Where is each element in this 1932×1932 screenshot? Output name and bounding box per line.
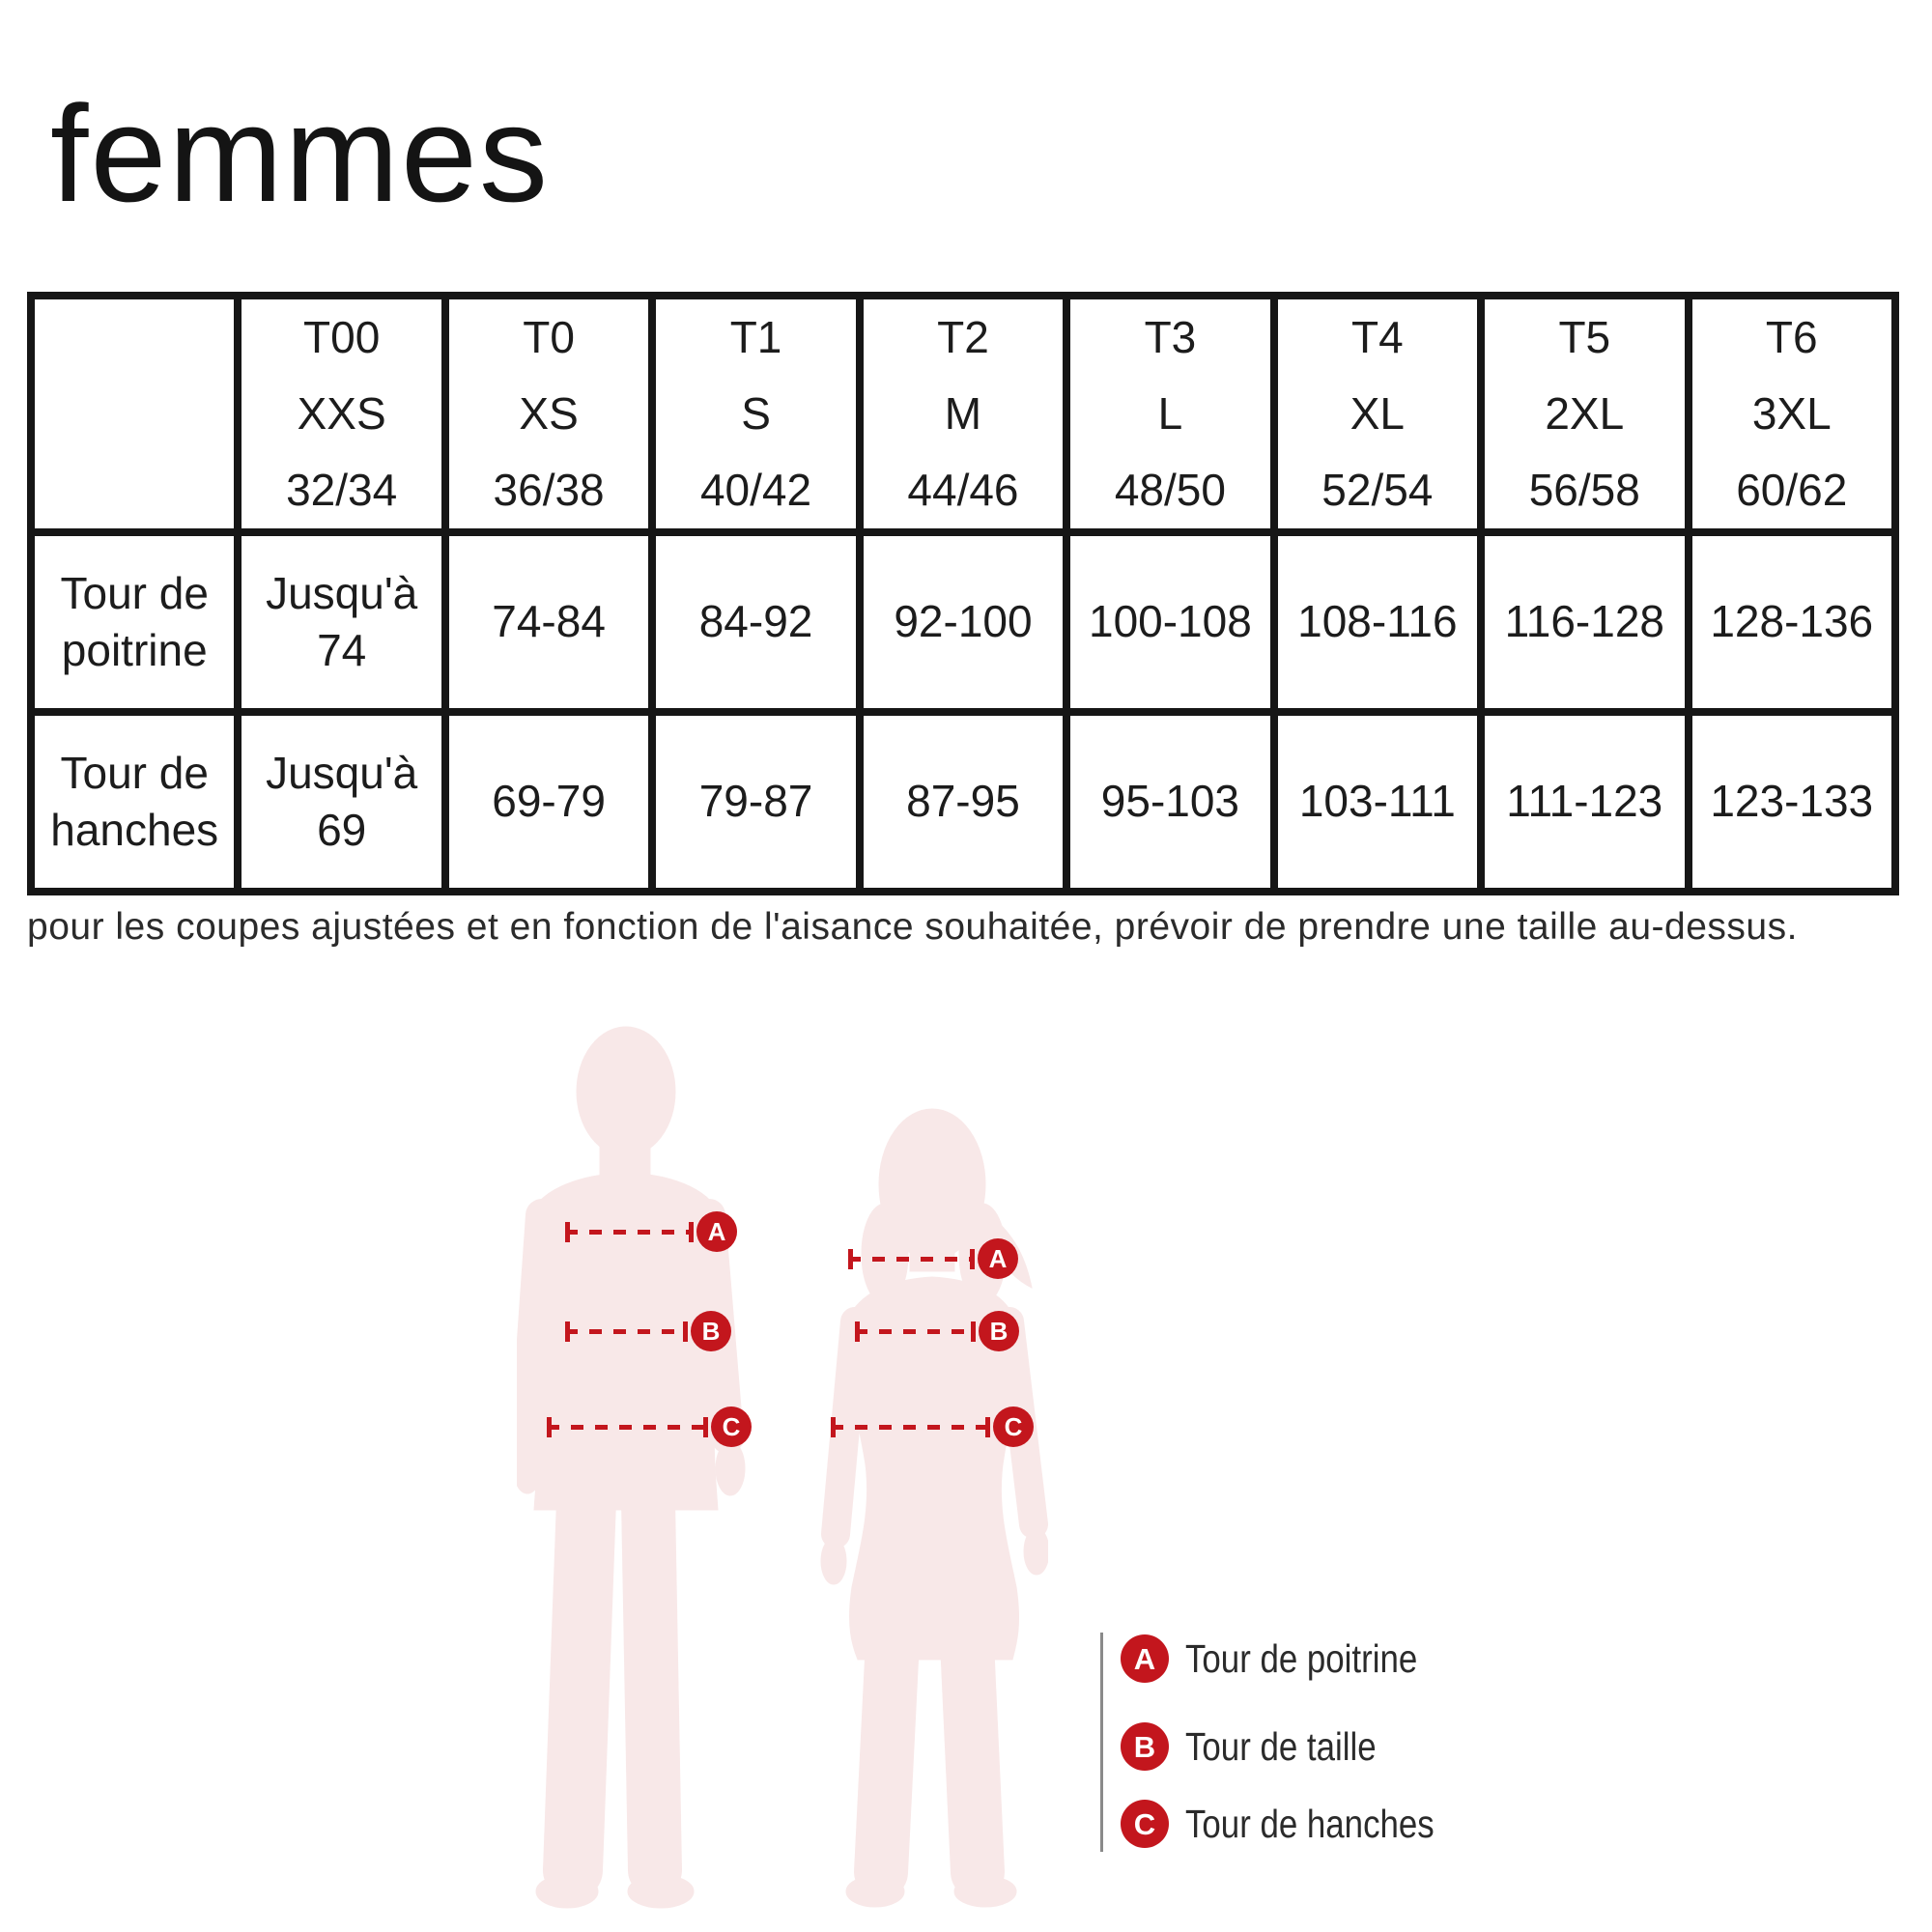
marker-c-badge: C bbox=[711, 1406, 752, 1447]
measurement-marker-waist-male: B bbox=[565, 1311, 731, 1351]
page-title: femmes bbox=[50, 77, 550, 231]
table-cell: 87-95 bbox=[855, 708, 1071, 896]
legend-marker-a: A bbox=[1121, 1634, 1169, 1683]
table-cell: 95-103 bbox=[1063, 708, 1278, 896]
row-label-cell: Tour de poitrine bbox=[26, 528, 242, 717]
measurement-legend: A Tour de poitrine B Tour de taille C To… bbox=[1100, 1633, 1478, 1852]
table-cell: 100-108 bbox=[1063, 528, 1278, 717]
table-cell: 74-84 bbox=[440, 528, 657, 717]
table-cell: 123-133 bbox=[1684, 708, 1899, 896]
marker-a-badge: A bbox=[978, 1238, 1018, 1279]
table-cell: 116-128 bbox=[1477, 528, 1692, 717]
legend-marker-b: B bbox=[1121, 1722, 1169, 1771]
legend-label: Tour de hanches bbox=[1185, 1801, 1435, 1846]
header-cell-t00: T00 XXS 32/34 bbox=[234, 291, 449, 537]
table-row-hips: Tour de hanches Jusqu'à 69 69-79 79-87 8… bbox=[26, 708, 1899, 896]
table-cell: 69-79 bbox=[440, 708, 657, 896]
measure-dashed-line bbox=[848, 1248, 975, 1269]
corner-cell bbox=[26, 291, 242, 537]
legend-item-hips: C Tour de hanches bbox=[1121, 1800, 1478, 1848]
measure-dashed-line bbox=[855, 1321, 976, 1342]
measure-dashed-line bbox=[565, 1321, 688, 1342]
header-cell-t3: T3 L 48/50 bbox=[1063, 291, 1278, 537]
header-cell-t5: T5 2XL 56/58 bbox=[1477, 291, 1692, 537]
table-cell: 84-92 bbox=[648, 528, 864, 717]
table-cell: 108-116 bbox=[1269, 528, 1486, 717]
marker-b-badge: B bbox=[979, 1311, 1019, 1351]
table-cell: Jusqu'à 74 bbox=[234, 528, 449, 717]
table-cell: 103-111 bbox=[1269, 708, 1486, 896]
header-cell-t1: T1 S 40/42 bbox=[648, 291, 864, 537]
table-row-chest: Tour de poitrine Jusqu'à 74 74-84 84-92 … bbox=[26, 528, 1899, 717]
row-label-cell: Tour de hanches bbox=[26, 708, 242, 896]
legend-item-chest: A Tour de poitrine bbox=[1121, 1634, 1478, 1683]
measurement-marker-waist-female: B bbox=[855, 1311, 1019, 1351]
measure-dashed-line bbox=[565, 1221, 694, 1242]
measurement-marker-chest-female: A bbox=[848, 1238, 1018, 1279]
legend-label: Tour de poitrine bbox=[1185, 1635, 1418, 1681]
fit-note: pour les coupes ajustées et en fonction … bbox=[27, 906, 1798, 948]
table-cell: Jusqu'à 69 bbox=[234, 708, 449, 896]
size-table: T00 XXS 32/34 T0 XS 36/38 T1 S 40/42 T2 … bbox=[26, 291, 1899, 896]
header-cell-t6: T6 3XL 60/62 bbox=[1684, 291, 1899, 537]
header-cell-t0: T0 XS 36/38 bbox=[440, 291, 657, 537]
marker-a-badge: A bbox=[696, 1211, 737, 1252]
marker-b-badge: B bbox=[691, 1311, 731, 1351]
measurement-marker-chest-male: A bbox=[565, 1211, 737, 1252]
header-cell-t4: T4 XL 52/54 bbox=[1269, 291, 1486, 537]
measurement-marker-hips-male: C bbox=[547, 1406, 752, 1447]
measurement-marker-hips-female: C bbox=[831, 1406, 1034, 1447]
table-cell: 128-136 bbox=[1684, 528, 1899, 717]
table-cell: 111-123 bbox=[1477, 708, 1692, 896]
legend-label: Tour de taille bbox=[1185, 1723, 1377, 1769]
table-cell: 92-100 bbox=[855, 528, 1071, 717]
legend-marker-c: C bbox=[1121, 1800, 1169, 1848]
table-cell: 79-87 bbox=[648, 708, 864, 896]
marker-c-badge: C bbox=[993, 1406, 1034, 1447]
silhouette-female-image bbox=[820, 1108, 1048, 1908]
table-header-row: T00 XXS 32/34 T0 XS 36/38 T1 S 40/42 T2 … bbox=[26, 291, 1899, 537]
silhouette-male-image bbox=[517, 1026, 746, 1909]
measure-dashed-line bbox=[547, 1416, 708, 1437]
legend-item-waist: B Tour de taille bbox=[1121, 1722, 1478, 1771]
header-cell-t2: T2 M 44/46 bbox=[855, 291, 1071, 537]
measure-dashed-line bbox=[831, 1416, 990, 1437]
